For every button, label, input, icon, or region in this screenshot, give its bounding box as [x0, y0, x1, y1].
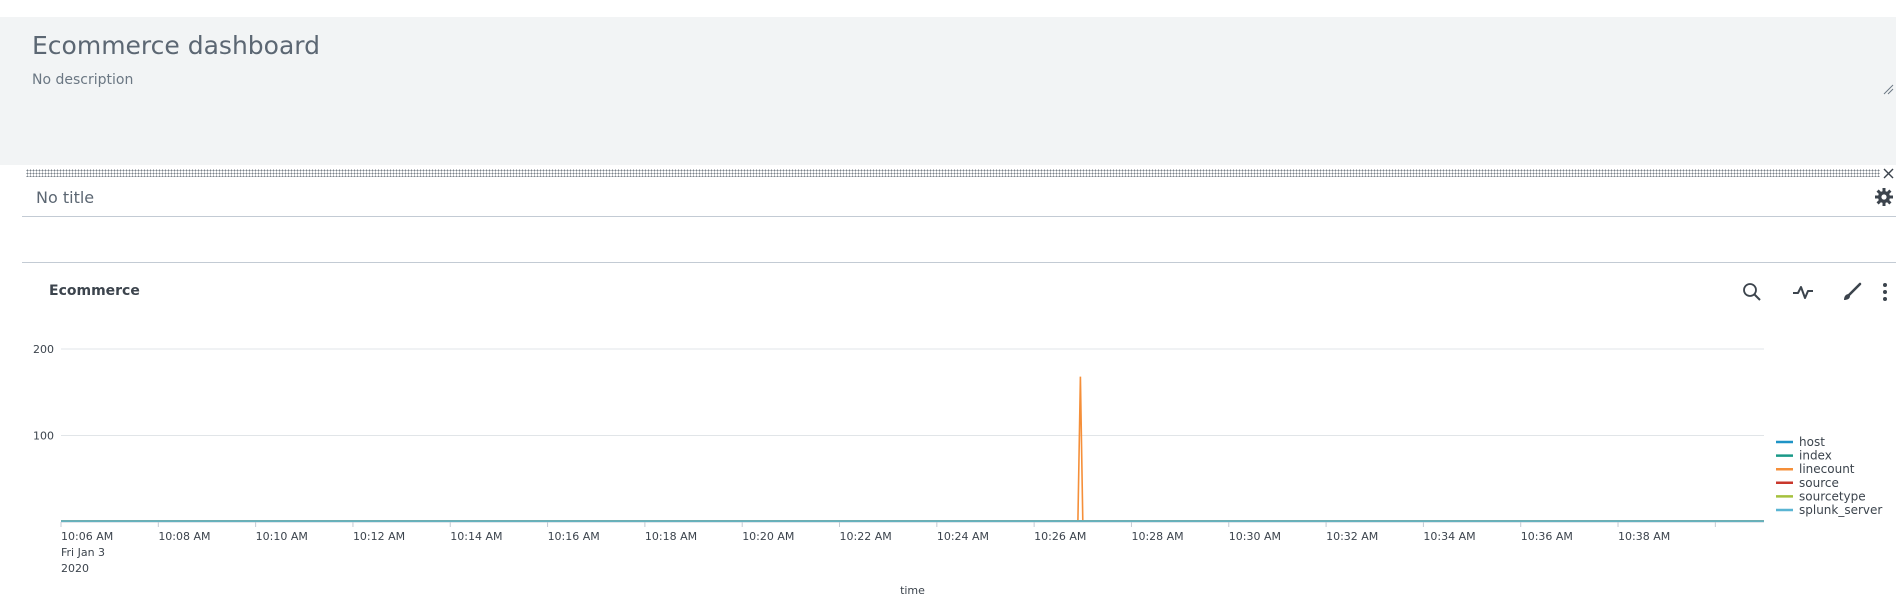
- legend-label-sourcetype: sourcetype: [1799, 489, 1866, 503]
- x-axis-title: time: [900, 584, 925, 596]
- legend-label-splunk_server: splunk_server: [1799, 503, 1882, 517]
- x-tick-label: 10:20 AM: [742, 530, 794, 543]
- x-tick-label: 10:24 AM: [937, 530, 989, 543]
- pulse-button[interactable]: [1790, 279, 1816, 305]
- x-tick-label: 10:32 AM: [1326, 530, 1378, 543]
- search-button[interactable]: [1739, 279, 1765, 305]
- brush-icon: [1844, 282, 1862, 300]
- x-tick-label: 10:18 AM: [645, 530, 697, 543]
- more-icon: [1883, 283, 1887, 301]
- legend-label-index: index: [1799, 449, 1832, 463]
- more-button[interactable]: [1872, 279, 1896, 305]
- x-tick-label: 10:22 AM: [840, 530, 892, 543]
- x-tick-label: 10:38 AM: [1618, 530, 1670, 543]
- x-tick-label: 10:14 AM: [450, 530, 502, 543]
- dashboard-description[interactable]: No description: [32, 72, 134, 88]
- y-tick-label: 200: [33, 343, 54, 356]
- x-tick-label: 10:36 AM: [1521, 530, 1573, 543]
- resize-handle-icon[interactable]: [1882, 83, 1894, 95]
- legend-label-host: host: [1799, 435, 1825, 449]
- x-tick-label: 10:12 AM: [353, 530, 405, 543]
- x-tick-label: 10:26 AM: [1034, 530, 1086, 543]
- x-tick-label: 10:08 AM: [158, 530, 210, 543]
- visualization-title: Ecommerce: [49, 283, 140, 299]
- x-tick-label: 10:10 AM: [256, 530, 308, 543]
- panel-title[interactable]: No title: [36, 188, 95, 207]
- panel-input-divider: [22, 262, 1896, 263]
- series-line-linecount: [61, 376, 1764, 522]
- x-tick-label: 10:30 AM: [1229, 530, 1281, 543]
- dashboard-title[interactable]: Ecommerce dashboard: [32, 31, 320, 60]
- x-date-label: Fri Jan 3: [61, 546, 105, 559]
- panel-drag-handle[interactable]: [26, 169, 1880, 177]
- brush-button[interactable]: [1839, 279, 1865, 305]
- x-tick-label: 10:28 AM: [1131, 530, 1183, 543]
- top-strip: [0, 0, 1896, 17]
- legend-label-linecount: linecount: [1799, 462, 1855, 476]
- legend-label-source: source: [1799, 476, 1839, 490]
- dashboard-header: Ecommerce dashboard No description: [0, 17, 1896, 165]
- x-tick-label: 10:34 AM: [1423, 530, 1475, 543]
- gear-icon[interactable]: [1874, 187, 1894, 207]
- x-date-label: 2020: [61, 562, 89, 575]
- dashboard-panel: No title Ecommerce: [22, 165, 1896, 596]
- panel-title-divider: [22, 216, 1896, 217]
- x-tick-label: 10:16 AM: [548, 530, 600, 543]
- search-icon: [1743, 283, 1761, 301]
- x-tick-label: 10:06 AM: [61, 530, 113, 543]
- pulse-icon: [1793, 286, 1813, 299]
- y-tick-label: 100: [33, 430, 54, 443]
- close-icon[interactable]: [1882, 165, 1896, 181]
